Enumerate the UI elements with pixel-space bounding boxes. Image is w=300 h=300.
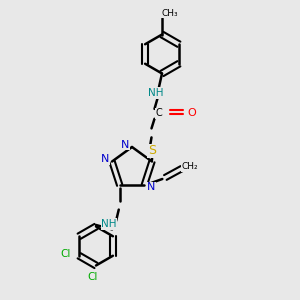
Text: NH: NH	[148, 88, 164, 98]
Text: C: C	[156, 108, 162, 118]
Text: O: O	[188, 108, 196, 118]
Text: N: N	[147, 182, 155, 192]
Text: Cl: Cl	[60, 249, 71, 259]
Text: S: S	[148, 144, 156, 158]
Text: CH₂: CH₂	[181, 163, 198, 172]
Text: NH: NH	[101, 219, 117, 229]
Text: Cl: Cl	[88, 272, 98, 283]
Text: CH₃: CH₃	[161, 9, 178, 18]
Text: N: N	[121, 140, 130, 150]
Text: N: N	[101, 154, 110, 164]
